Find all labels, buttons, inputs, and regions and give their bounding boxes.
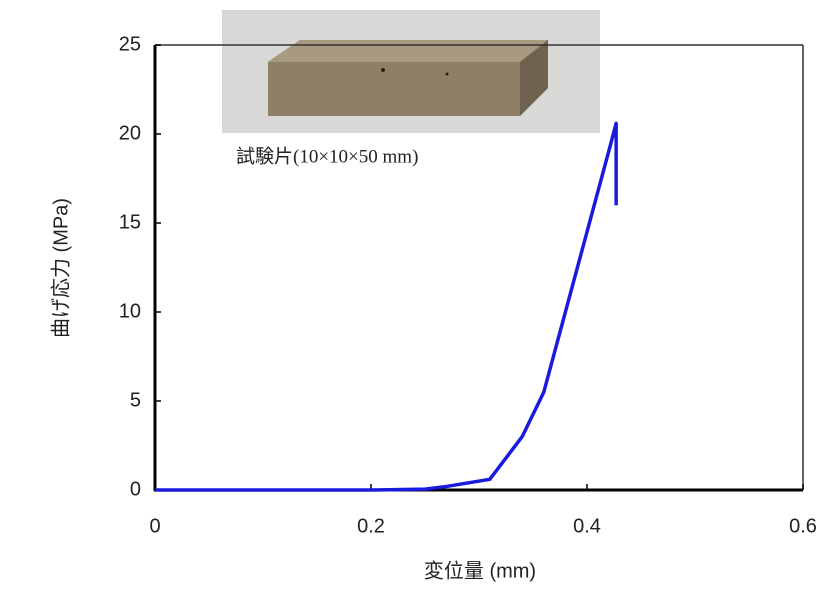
x-tick-label: 0.4 (573, 515, 601, 537)
data-line (155, 123, 616, 490)
x-axis-label: 変位量 (mm) (424, 559, 536, 582)
specimen-photo (222, 10, 600, 133)
x-tick-label: 0 (149, 515, 160, 537)
y-tick-label: 5 (130, 389, 141, 411)
x-tick-label: 0.2 (357, 515, 385, 537)
y-tick-label: 0 (130, 478, 141, 500)
y-tick-label: 15 (119, 211, 141, 233)
x-tick-label: 0.6 (789, 515, 817, 537)
y-tick-label: 20 (119, 122, 141, 144)
y-tick-label: 10 (119, 300, 141, 322)
y-axis-label: 曲げ応力 (MPa) (49, 198, 72, 338)
annotation: 試験片(10×10×50 mm) (236, 145, 418, 167)
y-tick-label: 25 (119, 33, 141, 55)
chart: 試験片(10×10×50 mm) 変位量 (mm) 曲げ応力 (MPa) 0 5 1… (0, 0, 822, 589)
